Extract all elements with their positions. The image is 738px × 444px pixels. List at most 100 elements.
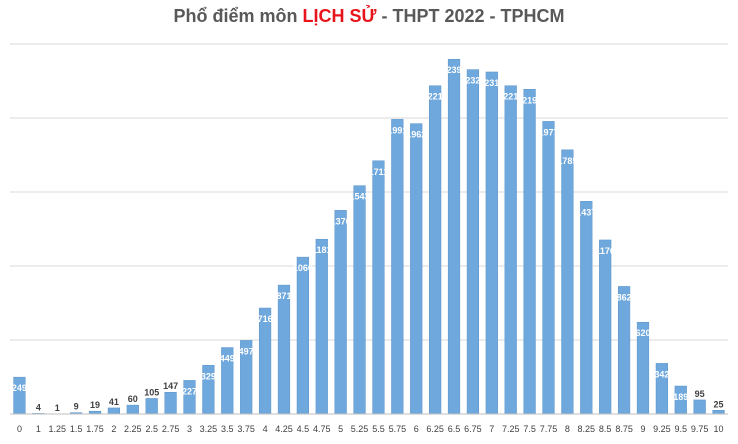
bar-8: [561, 149, 574, 415]
x-tick-1.5: 1.5: [70, 424, 83, 434]
bar-5.75: [391, 119, 404, 415]
data-label-8.25: 1437: [576, 207, 596, 217]
data-label-4.75: 1181: [312, 245, 332, 255]
data-label-2.75: 147: [163, 381, 178, 391]
x-tick-7: 7: [489, 424, 494, 434]
x-tick-9.5: 9.5: [675, 424, 688, 434]
data-label-5.5: 1711: [369, 167, 389, 177]
bar-5.25: [353, 185, 366, 415]
data-label-10: 25: [714, 399, 724, 409]
x-tick-6.5: 6.5: [448, 424, 461, 434]
bar-2: [107, 407, 121, 415]
x-tick-5.75: 5.75: [389, 424, 407, 434]
data-label-6.25: 221: [428, 92, 443, 102]
data-label-5: 1376: [331, 216, 351, 226]
x-tick-3.75: 3.75: [237, 424, 255, 434]
data-label-4.25: 871: [276, 291, 291, 301]
data-label-9.5: 189: [673, 392, 688, 402]
bar-7: [485, 71, 498, 415]
data-label-1.5: 9: [74, 402, 79, 412]
data-label-9.25: 342: [654, 369, 669, 379]
x-tick-9: 9: [640, 424, 645, 434]
x-tick-4.5: 4.5: [297, 424, 310, 434]
data-label-9.75: 95: [695, 389, 705, 399]
x-tick-6: 6: [414, 424, 419, 434]
x-tick-5: 5: [338, 424, 343, 434]
bar-6: [410, 123, 423, 415]
bar-7.75: [542, 121, 555, 415]
bar-5.5: [372, 160, 385, 415]
data-label-7: 231: [484, 78, 499, 88]
data-label-9: 620: [635, 328, 650, 338]
x-tick-2.75: 2.75: [162, 424, 180, 434]
bar-6.75: [466, 69, 480, 415]
data-label-6.5: 239: [447, 65, 462, 75]
x-tick-0: 0: [17, 424, 22, 434]
data-label-3: 227: [182, 386, 197, 396]
data-label-1.75: 19: [90, 400, 100, 410]
x-tick-2: 2: [111, 424, 116, 434]
bar-2.5: [145, 398, 158, 415]
x-tick-8.5: 8.5: [599, 424, 612, 434]
data-label-5.75: 1991: [387, 125, 407, 135]
data-label-7.5: 219: [522, 95, 537, 105]
x-tick-7.75: 7.75: [540, 424, 558, 434]
bar-10: [712, 410, 725, 415]
x-tick-5.5: 5.5: [372, 424, 385, 434]
data-label-3.25: 329: [201, 371, 216, 381]
x-tick-9.75: 9.75: [691, 424, 709, 434]
bar-4.75: [315, 238, 328, 415]
data-label-3.75: 497: [239, 346, 254, 356]
chart-title-part-3: - THPT 2022 - TPHCM: [376, 6, 565, 26]
data-label-3.5: 449: [220, 354, 235, 364]
x-tick-3.5: 3.5: [221, 424, 234, 434]
x-tick-10: 10: [714, 424, 724, 434]
x-tick-4: 4: [263, 424, 268, 434]
bar-6.5: [447, 58, 461, 415]
bar-4.25: [277, 284, 291, 415]
bar-6.25: [429, 85, 442, 415]
data-label-1.25: 1: [55, 403, 60, 413]
data-label-2.5: 105: [144, 387, 159, 397]
data-label-0: 249: [12, 383, 27, 393]
x-tick-8: 8: [565, 424, 570, 434]
x-tick-9.25: 9.25: [653, 424, 671, 434]
data-label-7.75: 1977: [538, 127, 558, 137]
data-label-8: 1785: [557, 156, 577, 166]
data-label-2: 41: [109, 397, 119, 407]
bar-2.75: [164, 391, 177, 415]
x-tick-7.25: 7.25: [502, 424, 520, 434]
bar-8.25: [580, 201, 593, 415]
data-label-5.25: 1543: [350, 192, 370, 202]
data-label-6: 1962: [406, 130, 426, 140]
x-tick-2.5: 2.5: [145, 424, 158, 434]
data-label-8.5: 1176: [595, 246, 615, 256]
data-label-7.25: 221: [503, 92, 518, 102]
x-tick-8.75: 8.75: [615, 424, 633, 434]
data-label-4: 716: [258, 314, 273, 324]
x-tick-3: 3: [187, 424, 192, 434]
bar-2.25: [126, 404, 139, 415]
x-tick-3.25: 3.25: [200, 424, 218, 434]
bars: [13, 58, 725, 415]
x-tick-7.5: 7.5: [523, 424, 536, 434]
chart-title-highlight: LỊCH SỬ: [302, 6, 377, 26]
chart-title-part-1: Phổ điểm môn: [173, 6, 303, 26]
x-tick-4.75: 4.75: [313, 424, 331, 434]
data-label-1: 4: [36, 402, 41, 412]
bar-4.5: [296, 256, 309, 415]
x-tick-labels: 0 1 1.25 1.5 1.75 2 2.25 2.5 2.75 3 3.25 3.5 3.75 4 4.…: [17, 424, 724, 434]
x-tick-1.75: 1.75: [86, 424, 104, 434]
chart-title: Phổ điểm môn LỊCH SỬ - THPT 2022 - TPHCM: [0, 6, 738, 27]
bar-8.5: [599, 239, 612, 415]
bar-7.5: [523, 89, 536, 415]
x-tick-6.75: 6.75: [464, 424, 482, 434]
x-tick-6.25: 6.25: [426, 424, 444, 434]
x-tick-8.25: 8.25: [578, 424, 596, 434]
bar-9.75: [693, 399, 706, 415]
x-tick-1.25: 1.25: [48, 424, 66, 434]
data-label-8.75: 862: [617, 292, 632, 302]
data-label-4.5: 1060: [293, 263, 313, 273]
